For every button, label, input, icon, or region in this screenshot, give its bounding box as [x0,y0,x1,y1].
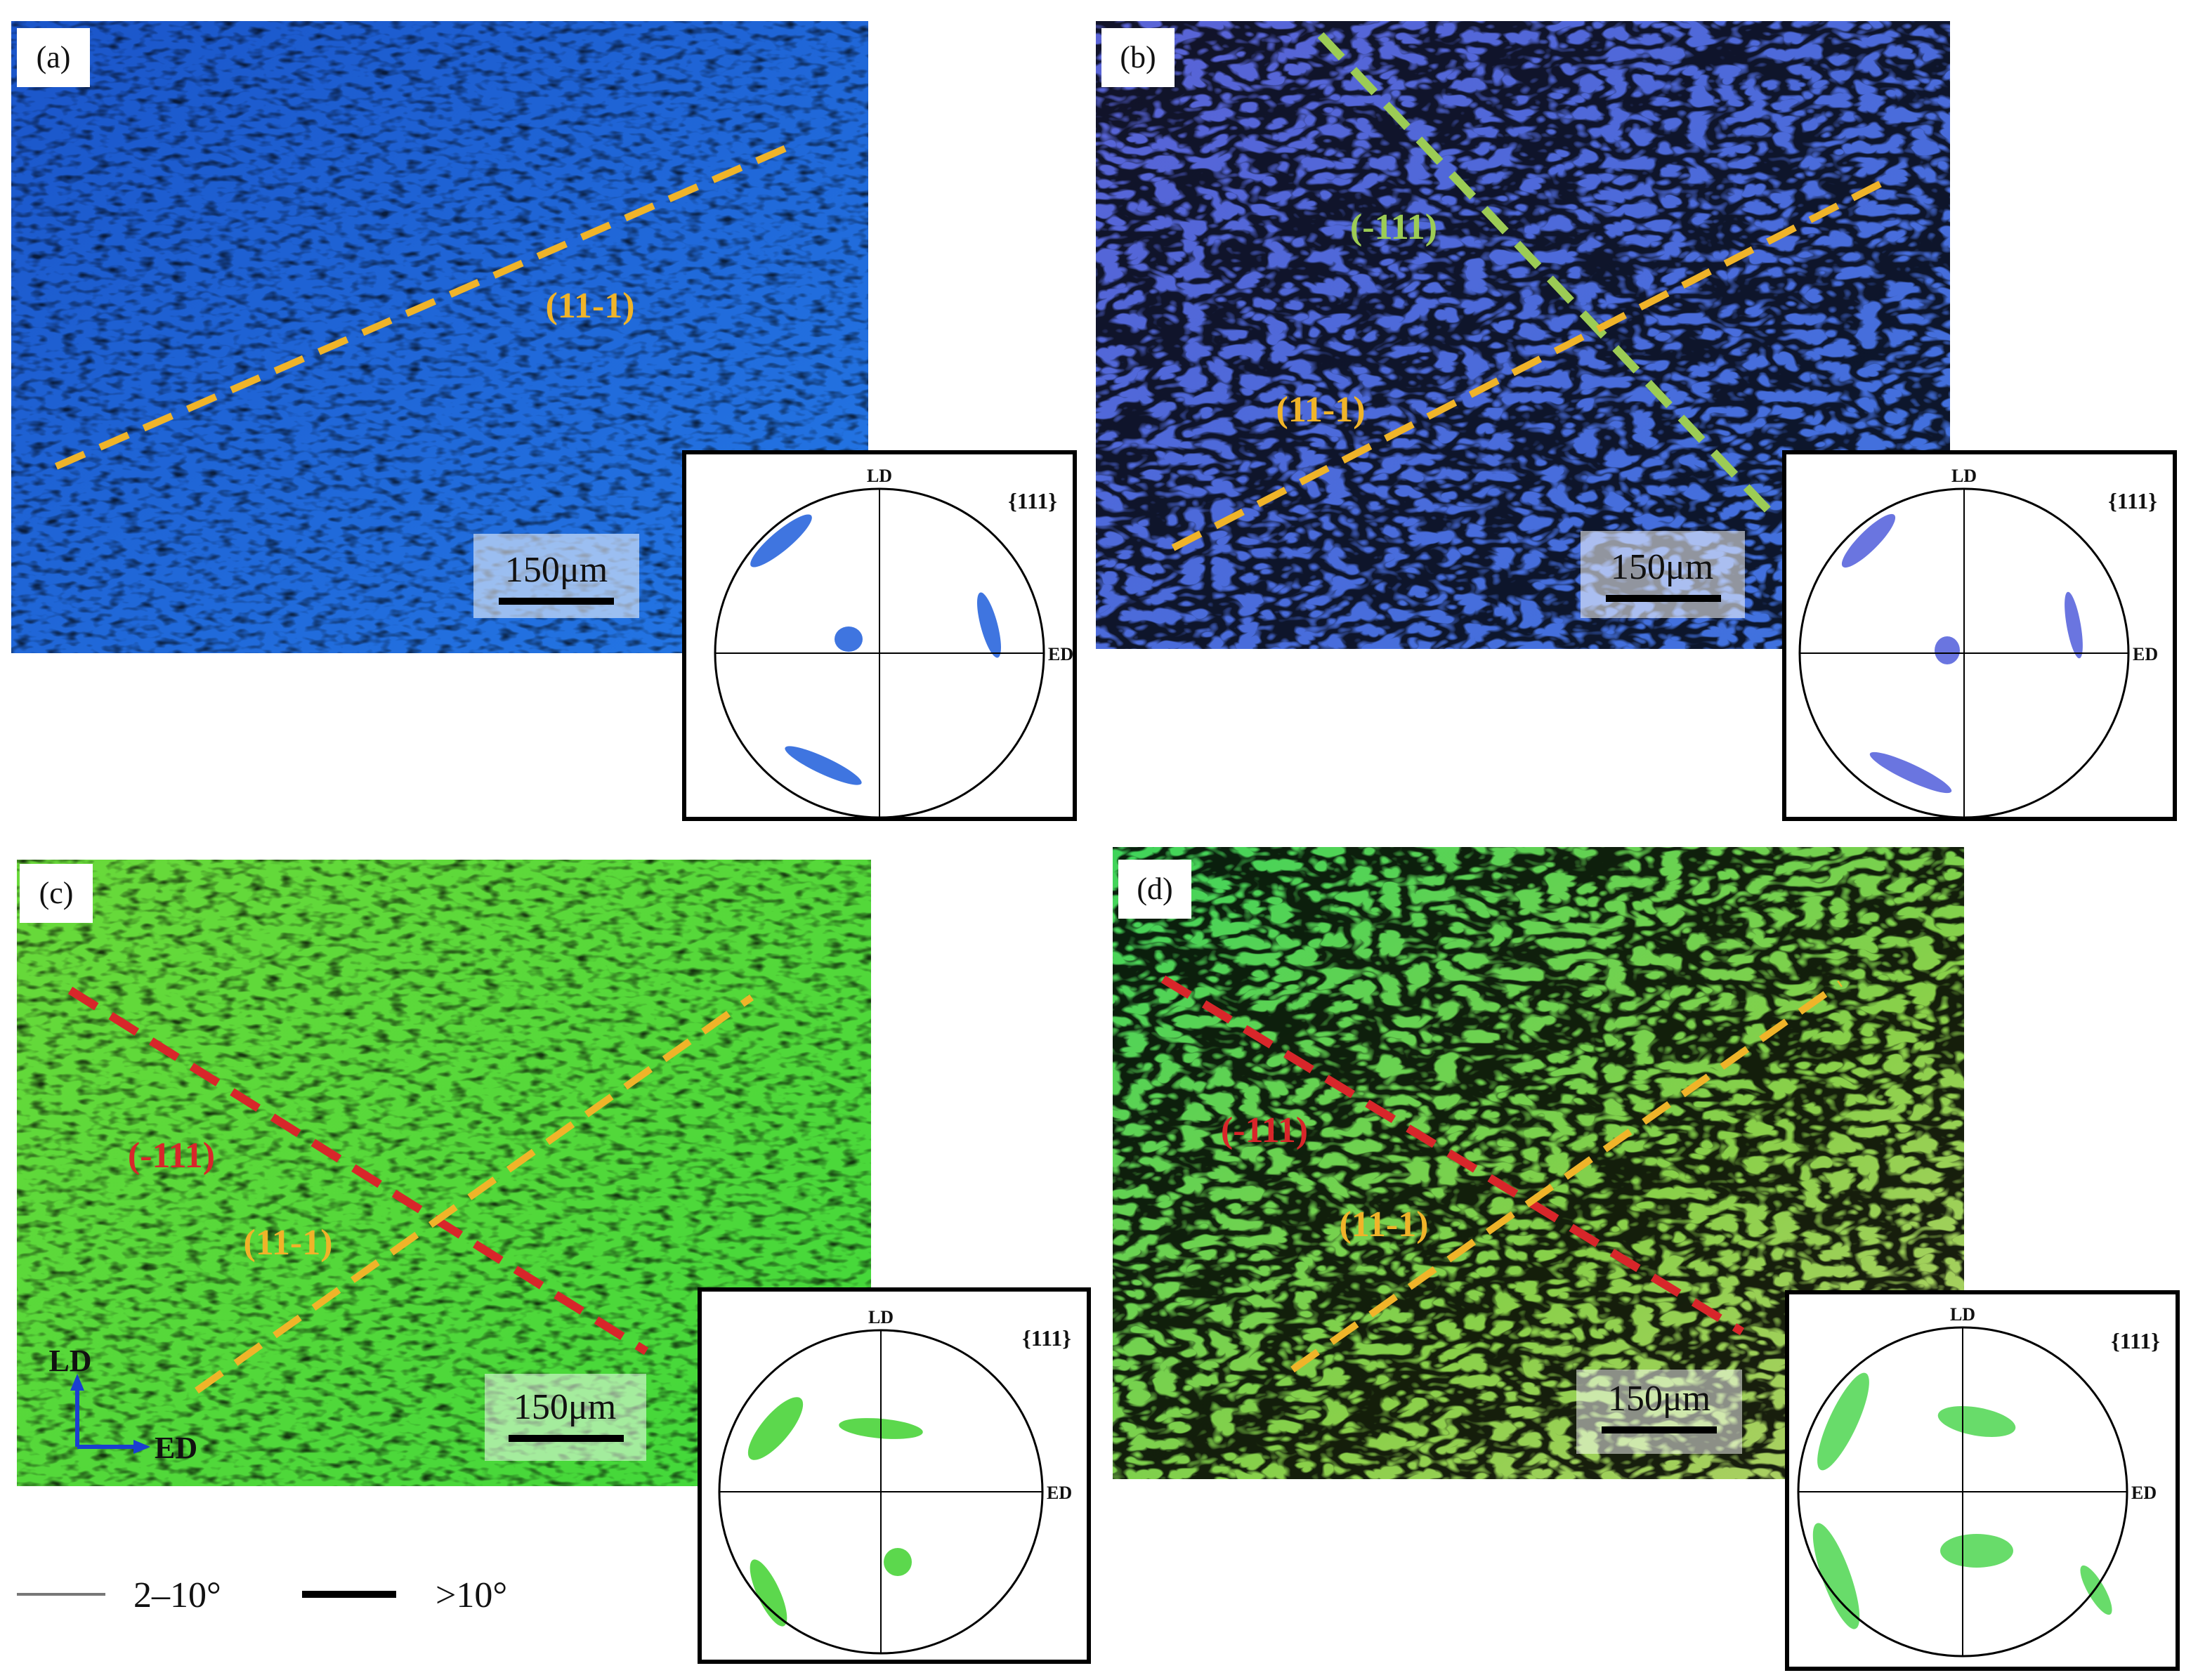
pole-figure: LD ED {111} [698,1287,1091,1664]
legend-label: >10° [436,1575,507,1615]
pole-density [835,626,863,652]
pole-figure: LD ED {111} [682,450,1077,821]
pole-axis-label: ED [1047,1483,1072,1503]
axes-indicator: LD ED [48,1344,197,1465]
pole-density [1841,513,1896,568]
plane-label: (11-1) [1276,390,1365,430]
pole-axis-label: ED [2131,1483,2157,1503]
pole-density [1937,1406,2016,1437]
pole-density [1812,1523,1860,1629]
plane-label: (11-1) [1339,1205,1428,1245]
axis-label: LD [48,1344,91,1378]
plane-label: (11-1) [243,1223,332,1263]
pole-density [750,1559,787,1627]
pole-density [1869,752,1952,794]
pole-axis-label: LD [1951,466,1977,486]
panel-a: (a) (11-1) 150μm [11,21,868,653]
label-box [20,864,93,923]
pole-density [750,514,812,567]
panel-b: (b) (-111) (11-1) 150μm [1096,21,1950,649]
pole-axis-label: ED [2133,644,2158,664]
label-box [1118,860,1191,919]
axis-label: ED [155,1431,197,1465]
legend-label: 2–10° [133,1575,221,1615]
pole-density [884,1548,912,1576]
pole-figure-frame [1782,450,2177,821]
pole-density [785,746,862,785]
pole-figure-title: {111} [2111,1328,2160,1353]
plane-label: (-111) [128,1136,215,1176]
pole-density [977,592,1001,658]
arrow-head [133,1440,150,1454]
pole-figures: LD ED {111} LD ED {111} LD ED {111} LD ED {111} [682,450,2180,1671]
plane-trace [1290,980,1843,1373]
pole-density [2080,1565,2112,1615]
scale-box [1576,1370,1742,1454]
pole-density [1935,636,1960,664]
pole-density [2065,591,2083,659]
scale-box [1581,531,1745,618]
label-box [1101,28,1175,87]
pole-figure-title: {111} [1008,488,1057,513]
legend: 2–10° >10° [17,1575,507,1615]
pole-density [1817,1372,1869,1471]
pole-figure-title: {111} [1022,1325,1071,1351]
plane-trace [1171,179,1885,551]
arrow-head [70,1374,84,1391]
pole-figure: LD ED {111} [1782,450,2177,821]
scale-box [485,1374,646,1461]
pole-axis-label: ED [1048,644,1073,664]
pole-axis-label: LD [868,1307,894,1327]
pole-density [747,1397,804,1460]
pole-figure: LD ED {111} [1785,1290,2180,1671]
pole-axis-label: LD [867,466,892,486]
panel-label: (c) [39,876,74,910]
panel-label: (a) [37,40,71,74]
pole-axis-label: LD [1950,1304,1975,1325]
panel-label: (d) [1137,872,1172,906]
scale-bar-label: 150μm [513,1387,616,1427]
scale-bar-label: 150μm [1608,1379,1710,1419]
plane-trace [1317,32,1781,523]
plane-trace [195,994,754,1394]
panel-label: (b) [1120,40,1156,74]
plane-trace [67,986,649,1356]
plane-label: (11-1) [545,286,634,326]
plane-label: (-111) [1350,207,1437,247]
label-box [17,28,90,87]
plane-trace [55,141,795,470]
pole-figure-title: {111} [2108,488,2157,513]
pole-density [1940,1534,2013,1568]
plane-label: (-111) [1221,1110,1308,1150]
scale-bar-label: 150μm [505,550,608,590]
scale-bar-label: 150μm [1611,547,1713,587]
plane-trace [1160,975,1745,1336]
